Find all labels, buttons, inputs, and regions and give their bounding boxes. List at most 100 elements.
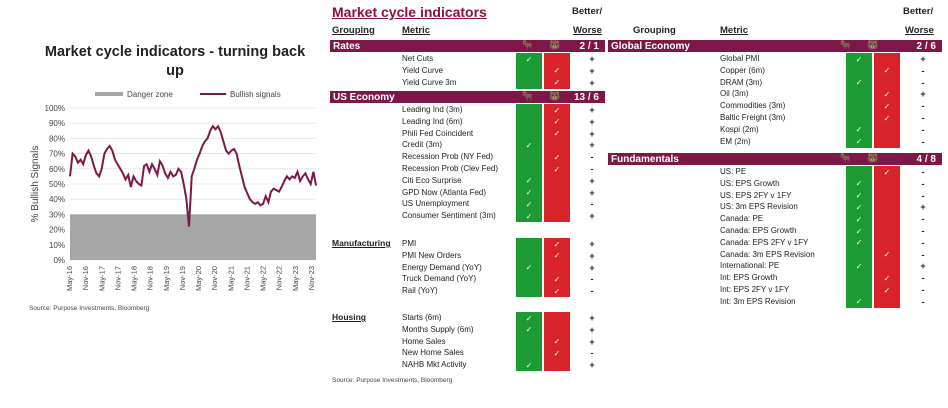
bull-cell: ✓ — [846, 201, 872, 214]
worse-header-right: Worse — [905, 25, 934, 36]
y-tick-label: 100% — [45, 104, 65, 113]
group-score: 2 / 6 — [916, 41, 936, 52]
bull-cell — [516, 335, 542, 348]
bull-cell: ✓ — [516, 210, 542, 223]
better-header: Better/ — [572, 6, 603, 17]
metric-label: Canada: 3m EPS Revision — [720, 249, 815, 259]
bear-cell: ✓ — [874, 112, 900, 124]
legend-label-danger: Danger zone — [127, 90, 173, 99]
bullish-signals-line — [69, 124, 317, 227]
bull-cell — [516, 347, 542, 360]
direction-sign: + — [589, 187, 595, 198]
direction-sign: - — [921, 167, 925, 177]
bull-cell — [516, 64, 542, 77]
bear-cell: ✓ — [544, 163, 570, 175]
bear-cell — [544, 323, 570, 336]
metric-header-right: Metric — [720, 25, 748, 36]
bear-cell: ✓ — [544, 151, 570, 164]
bull-cell — [846, 248, 872, 261]
x-tick-label: May-17 — [97, 266, 106, 291]
group-header-label: Fundamentals — [611, 154, 679, 165]
metric-label: Kospi (2m) — [720, 124, 759, 134]
direction-sign: - — [921, 77, 925, 88]
metric-label: Int: 3m EPS Revision — [720, 296, 796, 306]
bull-cell — [846, 272, 872, 285]
metric-label: Int: EPS Growth — [720, 273, 778, 283]
metric-label: EM (2m) — [720, 136, 751, 146]
bear-cell: ✓ — [874, 88, 900, 101]
metric-label: Consumer Sentiment (3m) — [402, 211, 496, 221]
bear-cell — [874, 295, 900, 308]
y-axis-label: % Bullish Signals — [30, 146, 41, 223]
metric-label: Net Cuts — [402, 54, 434, 63]
bull-icon: 🐂 — [840, 153, 852, 163]
bull-cell — [516, 163, 542, 175]
bull-cell: ✓ — [846, 189, 872, 202]
group-header-bar: Global Economy 🐂 🐻 2 / 6 — [608, 40, 942, 52]
bear-cell — [544, 186, 570, 199]
direction-sign: - — [590, 164, 594, 174]
direction-sign: - — [921, 190, 925, 201]
direction-sign: + — [920, 261, 926, 272]
worse-header: Worse — [573, 25, 602, 36]
bear-cell — [874, 260, 900, 273]
metric-label: Home Sales — [402, 336, 446, 346]
y-tick-label: 80% — [49, 134, 65, 143]
bull-cell: ✓ — [846, 53, 872, 65]
bear-cell: ✓ — [544, 64, 570, 77]
direction-sign: - — [590, 199, 594, 210]
metric-label: Starts (6m) — [402, 313, 442, 322]
bear-cell: ✓ — [544, 104, 570, 116]
metric-label: GPD Now (Atlanta Fed) — [402, 187, 487, 197]
bear-cell: ✓ — [544, 273, 570, 286]
bear-cell — [874, 177, 900, 190]
bear-cell — [544, 174, 570, 187]
x-tick-label: Nov-17 — [113, 266, 122, 290]
bull-cell — [516, 127, 542, 140]
chart-title: Market cycle indicators - turning back u… — [44, 44, 306, 79]
bull-cell — [846, 88, 872, 101]
danger-zone-area — [70, 214, 316, 260]
direction-sign: + — [589, 211, 595, 222]
chart-source: Source: Purpose Investments, Bloomberg — [29, 305, 150, 312]
bear-cell: ✓ — [544, 127, 570, 140]
bull-cell — [846, 112, 872, 124]
group-header-label: Rates — [333, 41, 361, 52]
bear-cell: ✓ — [874, 100, 900, 113]
direction-sign: - — [921, 178, 925, 189]
direction-sign: + — [589, 262, 595, 273]
direction-sign: - — [590, 152, 594, 163]
metric-label: US: EPS 2FY v 1FY — [720, 190, 792, 200]
bull-cell — [846, 166, 872, 178]
metric-label: Energy Demand (YoY) — [402, 262, 482, 272]
metric-label: International: PE — [720, 261, 780, 271]
direction-sign: - — [921, 113, 925, 123]
metric-header: Metric — [402, 25, 430, 36]
metric-label: US: PE — [720, 167, 747, 176]
direction-sign: + — [589, 65, 595, 76]
bear-cell — [544, 261, 570, 274]
metric-label: Commodities (3m) — [720, 101, 786, 111]
group-label: Housing — [332, 312, 366, 322]
direction-sign: - — [921, 226, 925, 236]
direction-sign: - — [590, 286, 594, 297]
group-header-bar: Fundamentals 🐂 🐻 4 / 8 — [608, 153, 942, 165]
group-label: Manufacturing — [332, 238, 391, 248]
direction-sign: - — [921, 249, 925, 260]
y-tick-label: 10% — [49, 241, 65, 250]
metric-label: Baltic Freight (3m) — [720, 113, 786, 122]
bull-cell — [846, 64, 872, 77]
bear-cell — [544, 210, 570, 223]
direction-sign: + — [589, 77, 595, 88]
x-tick-label: Nov-23 — [307, 266, 316, 290]
bear-cell — [874, 135, 900, 148]
metric-label: Credit (3m) — [402, 140, 443, 150]
bull-cell — [516, 151, 542, 164]
bear-cell: ✓ — [874, 272, 900, 285]
bull-cell: ✓ — [516, 139, 542, 152]
grouping-header: Grouping — [332, 25, 375, 36]
y-tick-label: 50% — [49, 180, 65, 189]
x-tick-label: Nov-19 — [178, 266, 187, 290]
direction-sign: - — [921, 237, 925, 248]
